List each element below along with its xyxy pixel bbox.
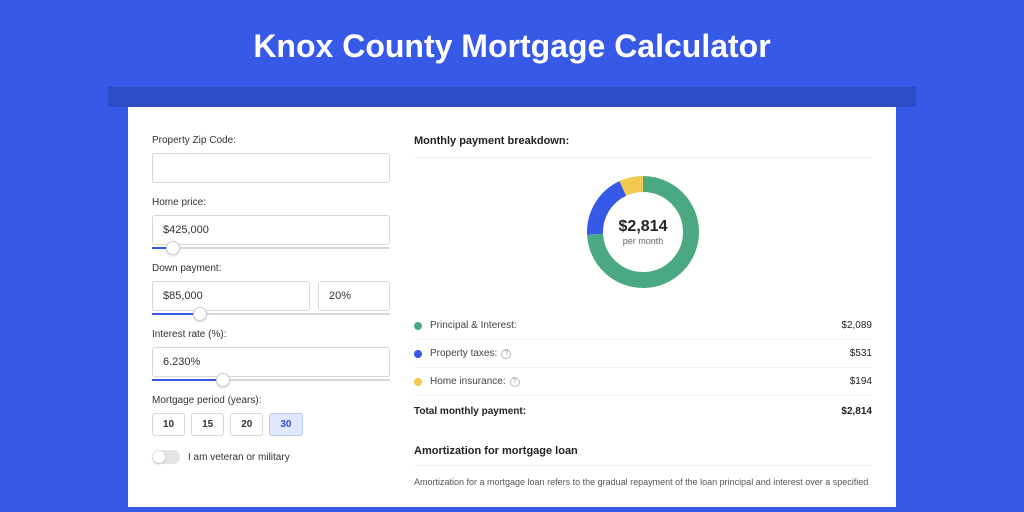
down-payment-slider[interactable] — [152, 313, 390, 315]
breakdown-row-value: $531 — [850, 348, 872, 359]
amortization-section: Amortization for mortgage loan Amortizat… — [414, 445, 872, 490]
down-payment-slider-thumb[interactable] — [193, 307, 207, 321]
total-value: $2,814 — [841, 406, 872, 417]
breakdown-column: Monthly payment breakdown: $2,814 per mo… — [414, 135, 872, 507]
veteran-toggle-row: I am veteran or military — [152, 450, 390, 464]
down-payment-amount-input[interactable] — [152, 281, 310, 311]
breakdown-row: Principal & Interest: $2,089 — [414, 312, 872, 340]
breakdown-row-value: $2,089 — [841, 320, 872, 331]
legend-dot-icon — [414, 322, 422, 330]
period-label: Mortgage period (years): — [152, 395, 390, 406]
veteran-toggle[interactable] — [152, 450, 180, 464]
interest-rate-slider-fill — [152, 379, 223, 381]
info-icon[interactable]: ? — [501, 349, 511, 359]
down-payment-label: Down payment: — [152, 263, 390, 274]
breakdown-header: Monthly payment breakdown: — [414, 135, 872, 158]
breakdown-row-value: $194 — [850, 376, 872, 387]
period-option-20[interactable]: 20 — [230, 413, 263, 436]
home-price-field-group: Home price: — [152, 197, 390, 249]
breakdown-row-label: Property taxes: — [430, 348, 497, 359]
home-price-input[interactable] — [152, 215, 390, 245]
breakdown-rows: Principal & Interest: $2,089 Property taxe… — [414, 312, 872, 395]
period-field-group: Mortgage period (years): 10 15 20 30 — [152, 395, 390, 436]
amortization-text: Amortization for a mortgage loan refers … — [414, 476, 872, 490]
total-row: Total monthly payment: $2,814 — [414, 395, 872, 427]
period-option-10[interactable]: 10 — [152, 413, 185, 436]
form-column: Property Zip Code: Home price: Down paym… — [152, 135, 390, 507]
home-price-slider-thumb[interactable] — [166, 241, 180, 255]
down-payment-field-group: Down payment: — [152, 263, 390, 315]
home-price-label: Home price: — [152, 197, 390, 208]
down-payment-percent-input[interactable] — [318, 281, 390, 311]
breakdown-row: Property taxes:? $531 — [414, 340, 872, 368]
interest-rate-input[interactable] — [152, 347, 390, 377]
total-label: Total monthly payment: — [414, 406, 526, 417]
zip-input[interactable] — [152, 153, 390, 183]
header-accent-bar — [108, 87, 916, 107]
zip-label: Property Zip Code: — [152, 135, 390, 146]
home-price-slider[interactable] — [152, 247, 390, 249]
page-title: Knox County Mortgage Calculator — [0, 0, 1024, 87]
info-icon[interactable]: ? — [510, 377, 520, 387]
legend-dot-icon — [414, 378, 422, 386]
legend-dot-icon — [414, 350, 422, 358]
interest-rate-slider[interactable] — [152, 379, 390, 381]
period-option-15[interactable]: 15 — [191, 413, 224, 436]
donut-chart: $2,814 per month — [583, 172, 703, 292]
interest-rate-label: Interest rate (%): — [152, 329, 390, 340]
donut-amount: $2,814 — [619, 218, 668, 236]
calculator-card: Property Zip Code: Home price: Down paym… — [128, 107, 896, 507]
breakdown-row: Home insurance:? $194 — [414, 368, 872, 395]
zip-field-group: Property Zip Code: — [152, 135, 390, 183]
breakdown-row-label: Home insurance: — [430, 376, 506, 387]
breakdown-row-label: Principal & Interest: — [430, 320, 517, 331]
donut-center: $2,814 per month — [583, 172, 703, 292]
amortization-header: Amortization for mortgage loan — [414, 445, 872, 466]
period-buttons: 10 15 20 30 — [152, 413, 390, 436]
veteran-toggle-label: I am veteran or military — [188, 452, 290, 463]
interest-rate-slider-thumb[interactable] — [216, 373, 230, 387]
donut-sub: per month — [623, 236, 664, 246]
period-option-30[interactable]: 30 — [269, 413, 302, 436]
interest-rate-field-group: Interest rate (%): — [152, 329, 390, 381]
donut-chart-wrap: $2,814 per month — [414, 172, 872, 292]
